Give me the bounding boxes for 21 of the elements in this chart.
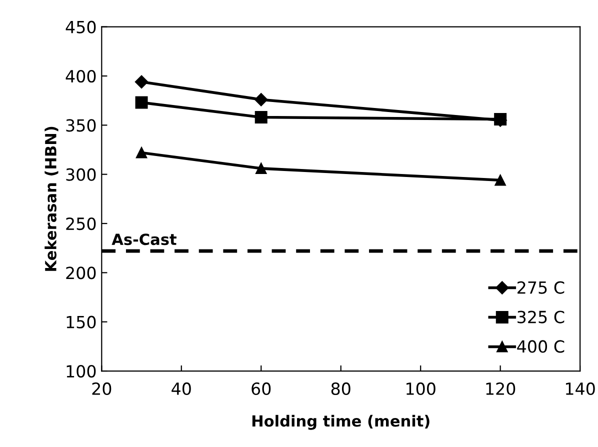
x-tick-label: 40 xyxy=(172,382,191,396)
y-tick-label: 400 xyxy=(66,70,96,83)
x-tick-label: 60 xyxy=(252,382,271,396)
legend-label: 325 C xyxy=(518,310,564,324)
x-tick-label: 140 xyxy=(566,382,595,396)
y-tick-label: 300 xyxy=(66,168,96,181)
y-tick-label: 100 xyxy=(66,364,96,378)
y-axis-title: Kekerasan (HBN) xyxy=(44,126,58,271)
y-tick-label: 200 xyxy=(66,266,96,280)
legend-label: 275 C xyxy=(518,281,564,294)
x-tick-label: 120 xyxy=(486,382,516,396)
y-tick-label: 250 xyxy=(66,217,96,230)
x-tick-label: 20 xyxy=(92,382,112,396)
legend-label: 400 C xyxy=(517,340,564,353)
x-axis-title: Holding time (menit) xyxy=(252,414,430,430)
y-tick-label: 150 xyxy=(66,316,96,328)
x-tick-label: 80 xyxy=(331,382,350,396)
x-tick-label: 100 xyxy=(406,382,436,396)
y-tick-label: 350 xyxy=(66,119,96,132)
ref-line-label: As-Cast xyxy=(112,234,176,246)
y-tick-label: 450 xyxy=(66,20,96,34)
